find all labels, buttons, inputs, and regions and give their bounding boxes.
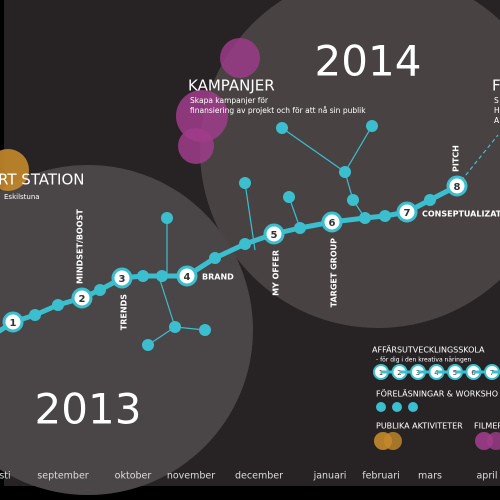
path-dot [359,212,371,224]
twig-dot [276,122,288,134]
branch [344,125,373,219]
legend: AFFÄRSUTVECKLINGSSKOLA - för dig i den k… [372,345,500,450]
step-label: TARGET GROUP [330,238,339,307]
campaign-text: finansiering av projekt och för att nå s… [190,106,366,115]
branch [456,134,499,187]
legend-dot [376,402,386,412]
step-node [2,311,24,333]
year: 2013 [35,385,142,434]
month-label: sti [0,471,11,482]
step-number: 2 [79,294,86,305]
step-node [111,267,133,289]
path-dot [379,210,391,222]
campaign-text: Skapa kampanjer för [190,96,269,105]
legend-item: FILMER [474,422,500,431]
month-label: november [167,471,215,482]
path-dot [294,222,306,234]
year: 2014 [315,37,422,86]
month-label: september [37,471,89,482]
path-dot [29,309,41,321]
legend-item: FÖRELÄSNINGAR & WORKSHO [376,389,498,399]
step-node [396,201,418,223]
legend-dot [384,432,402,450]
legend-dot [487,432,500,450]
month-label: december [235,471,283,482]
month-label: mars [418,471,442,482]
path-dot [94,284,106,296]
month-label: februari [362,471,400,482]
step-label: BRAND [202,273,234,282]
twig-dot [199,324,211,336]
path-dot [424,194,436,206]
legend-subtitle: - för dig i den kreativa näringen [376,357,471,364]
corner-text: A [494,116,500,125]
step-number: 1 [10,318,17,329]
months: sti september oktober november december janua… [0,471,498,482]
step-node [176,265,198,287]
public-dot [178,128,214,164]
legend-item: PUBLIKA AKTIVITETER [376,422,463,431]
step-label: PITCH [452,145,461,172]
step-node [263,223,285,245]
campaign-title: KAMPANJER [188,77,275,95]
twig-dot [347,194,359,206]
twig-dot [161,212,173,224]
corner-text: H [494,106,500,115]
step-number: 3 [119,274,126,285]
corner-title: F [492,77,500,95]
month-label: april [476,471,497,482]
path-dot [52,299,64,311]
step-label: CONSEPTUALIZATI [422,210,500,219]
path-dot [239,238,251,250]
legend-dot [408,402,418,412]
legend-title: AFFÄRSUTVECKLINGSSKOLA [372,345,485,355]
step-label: TRENDS [120,294,129,330]
start-place: Eskilstuna [4,193,40,201]
step-node [71,287,93,309]
legend-steps: 12345678 [373,364,500,380]
twig-dot [339,166,351,178]
step-number: 4 [184,272,191,283]
step-number: 7 [404,208,411,219]
twig-dot [283,191,295,203]
start-title: RT STATION [0,171,85,189]
public-dot [0,149,29,191]
step-number: 5 [271,230,278,241]
twig-dot [169,321,181,333]
month-label: januari [313,471,347,482]
path-dot [209,252,221,264]
path-dot [137,270,149,282]
corner-text: S [494,96,499,105]
branch [281,127,346,173]
twig-dots [142,120,378,351]
public-dot [176,90,228,142]
twig-dot [366,120,378,132]
steps: 1 2 MINDSET/BOOST 3 TRENDS 4 BRAND 5 MY OFFER 6 TA… [2,145,500,333]
step-number: 8 [454,182,461,193]
step-node [446,175,468,197]
path-dot [156,270,168,282]
legend-dot [392,402,402,412]
step-node [321,211,343,233]
twig-dot [142,339,154,351]
twig-dot [239,177,251,189]
month-label: oktober [115,471,152,482]
circle-2013 [0,165,253,495]
public-dot [220,38,260,78]
step-number: 6 [329,218,336,229]
step-label: MINDSET/BOOST [76,209,85,284]
step-label: MY OFFER [272,250,281,296]
